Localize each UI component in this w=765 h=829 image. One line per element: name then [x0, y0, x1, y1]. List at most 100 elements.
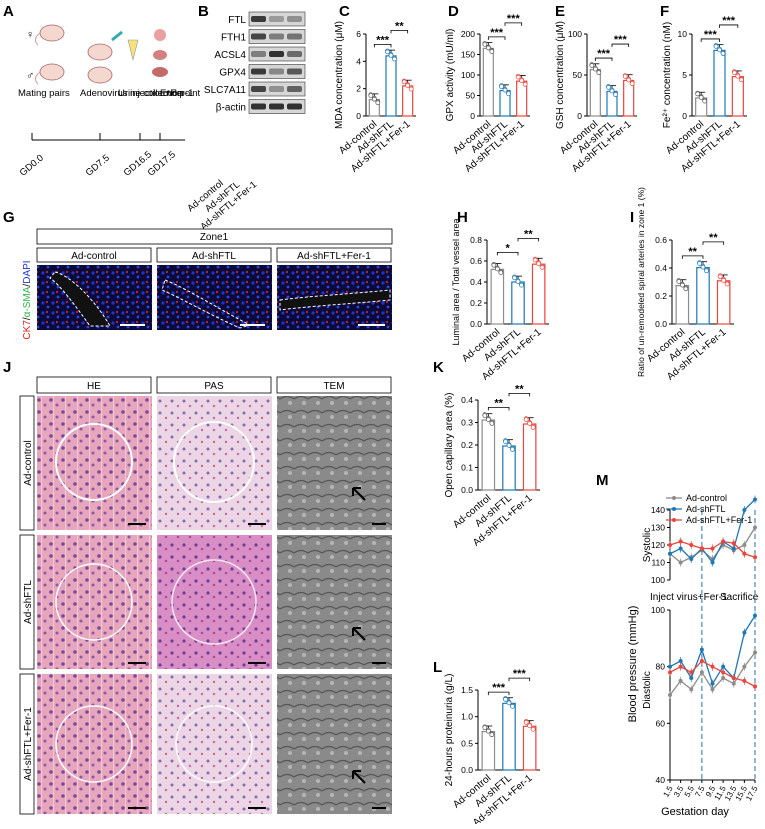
data-point	[742, 543, 747, 547]
stain-ck7: CK7	[22, 320, 33, 340]
data-point	[530, 726, 536, 732]
y-tick-label: 100	[568, 29, 582, 39]
y-tick-label: 120	[651, 540, 665, 550]
data-point	[405, 83, 411, 88]
data-point	[731, 681, 736, 686]
data-point	[506, 91, 511, 97]
data-point	[742, 551, 747, 556]
data-point	[698, 95, 704, 100]
data-point	[731, 546, 736, 551]
y-tick-label: 0.6	[655, 235, 667, 245]
row-header-box	[19, 534, 35, 670]
y-tick-label: 4	[356, 56, 361, 66]
data-point	[683, 286, 689, 292]
stain-sma: α-SMA	[22, 286, 33, 317]
data-point	[613, 92, 618, 97]
bar	[502, 445, 516, 491]
panel-c-letter: C	[339, 3, 350, 20]
panel-a-letter: A	[3, 3, 14, 20]
y-axis-label: GPX activity (mU/ml)	[445, 29, 456, 122]
sig-label: **	[395, 20, 404, 32]
data-point	[506, 443, 512, 448]
data-point	[742, 678, 747, 683]
sig-bracket	[487, 691, 510, 696]
y-tick-label: 0.5	[461, 738, 473, 748]
blot-band	[251, 86, 266, 92]
data-point	[678, 659, 683, 663]
data-point	[753, 613, 757, 618]
blot-band	[287, 16, 302, 22]
data-point	[676, 279, 682, 284]
data-point	[485, 417, 491, 422]
glomerulus-outline	[55, 705, 133, 783]
data-point	[502, 87, 508, 93]
data-point	[626, 77, 632, 83]
data-point	[721, 664, 726, 669]
y-tick-label: 1.0	[461, 712, 473, 722]
data-point	[668, 543, 672, 547]
panel-d-letter: D	[448, 3, 459, 20]
m-systolic-label: Systolic	[642, 528, 653, 562]
data-point	[699, 659, 704, 663]
data-point	[503, 697, 508, 702]
bar	[675, 285, 690, 325]
data-point	[539, 265, 545, 270]
data-point	[753, 497, 757, 502]
data-point	[731, 541, 736, 546]
data-point	[710, 681, 715, 686]
data-point	[629, 81, 635, 86]
panel-e-letter: E	[555, 3, 565, 20]
data-point	[689, 676, 694, 680]
event-label-1: Mating pairs	[18, 88, 70, 99]
sig-label: **	[494, 397, 503, 409]
panel-g: G Zone1 Ad-control Ad-shFTL Ad-shFTL+Fer…	[3, 209, 393, 340]
arrow-icon	[352, 627, 366, 641]
bar	[731, 76, 744, 117]
column-header-box	[156, 376, 272, 394]
data-point	[678, 678, 683, 683]
data-point	[753, 525, 757, 530]
y-tick-label: 0	[577, 111, 582, 121]
blot-band	[269, 51, 284, 57]
y-tick-label: 0.1	[461, 463, 473, 473]
data-point	[499, 84, 504, 89]
y-tick-label: 0.4	[655, 263, 667, 273]
data-point	[717, 47, 722, 53]
data-point	[721, 539, 726, 544]
data-point	[678, 664, 683, 669]
data-point	[523, 719, 529, 725]
pas-image	[157, 396, 272, 530]
data-point	[489, 732, 495, 738]
panel-l-chart: L0.00.51.01.524-hours proteinuria (g/L)A…	[433, 659, 540, 829]
y-tick-label: 100	[651, 575, 665, 585]
data-point	[699, 546, 704, 551]
column-header-pas: PAS	[204, 381, 224, 392]
syringe-icon	[111, 30, 123, 42]
sig-label: **	[515, 383, 524, 395]
y-tick-label: 10	[678, 29, 688, 39]
column-header-ad-shftl: Ad-shFTL	[192, 251, 236, 262]
protein-label: ACSL4	[214, 50, 246, 61]
blot-band	[269, 16, 284, 22]
m-diastolic-label: Diastolic	[642, 671, 653, 709]
y-axis-label: Fe²⁺ concentration (nM)	[662, 22, 673, 128]
sig-label: ***	[492, 682, 506, 694]
y-axis-label: Open capillary area (%)	[444, 392, 455, 497]
zone-label: Zone1	[200, 232, 229, 243]
mouse-icon	[34, 24, 113, 85]
bar	[696, 267, 710, 325]
pas-image	[157, 674, 272, 814]
sig-label: **	[524, 228, 533, 240]
data-point	[498, 270, 504, 275]
tube-icon	[127, 39, 139, 61]
data-point	[679, 282, 685, 288]
sig-bracket	[611, 43, 630, 48]
data-point	[699, 670, 704, 675]
data-point	[721, 277, 727, 283]
column-header-ad-control: Ad-control	[71, 251, 117, 262]
y-tick-label: 0.4	[461, 395, 473, 405]
panel-g-letter: G	[3, 209, 15, 226]
